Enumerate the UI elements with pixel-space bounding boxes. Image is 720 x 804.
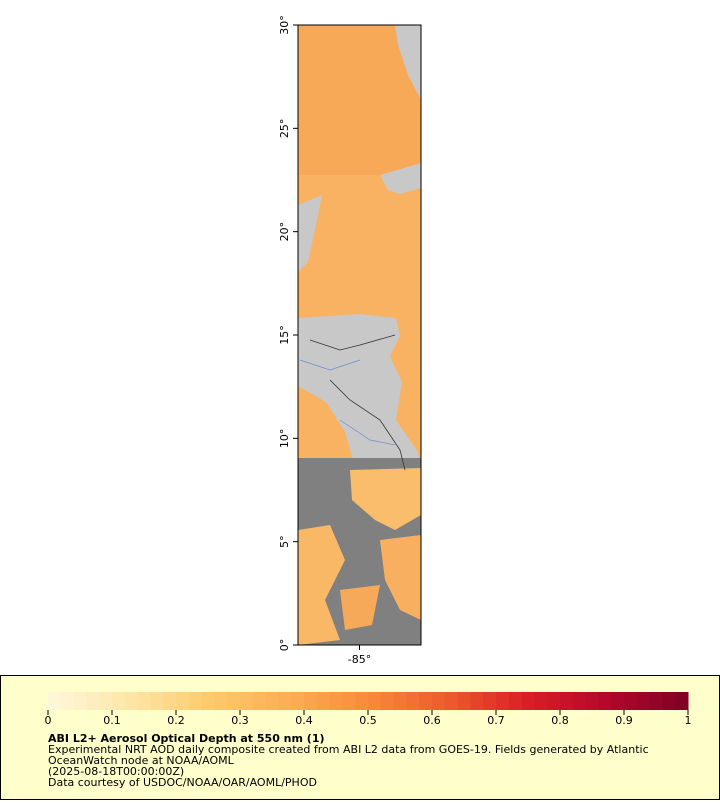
legend-line: (2025-08-18T00:00:00Z) bbox=[48, 765, 184, 778]
aod-field bbox=[340, 585, 380, 630]
colorbar-step bbox=[483, 692, 497, 710]
colorbar-step bbox=[636, 692, 651, 710]
colorbar-step bbox=[547, 692, 561, 710]
aod-field bbox=[350, 468, 421, 530]
land bbox=[395, 25, 421, 100]
colorbar-step bbox=[99, 692, 113, 710]
colorbar-step bbox=[675, 692, 689, 710]
y-tick-label: 0° bbox=[278, 639, 291, 652]
aod-field bbox=[380, 535, 421, 620]
colorbar-step bbox=[329, 692, 343, 710]
colorbar-step bbox=[48, 692, 62, 710]
y-tick-label: 25° bbox=[278, 119, 291, 139]
river bbox=[299, 359, 396, 446]
colorbar-step bbox=[278, 692, 292, 710]
colorbar-step bbox=[534, 692, 548, 710]
colorbar-step bbox=[252, 692, 267, 710]
colorbar-tick-label: 0.7 bbox=[487, 714, 505, 727]
colorbar-step bbox=[124, 692, 139, 710]
colorbar-step bbox=[188, 692, 203, 710]
colorbar-step bbox=[368, 692, 382, 710]
colorbar-step bbox=[444, 692, 459, 710]
y-tick-label: 20° bbox=[278, 222, 291, 242]
colorbar-step bbox=[624, 692, 638, 710]
land bbox=[298, 195, 322, 272]
legend-line: OceanWatch node at NOAA/AOML bbox=[48, 754, 235, 767]
colorbar-tick-label: 0.2 bbox=[167, 714, 185, 727]
colorbar-step bbox=[572, 692, 587, 710]
colorbar-step bbox=[342, 692, 356, 710]
y-tick-label: 10° bbox=[278, 429, 291, 449]
legend-line: Experimental NRT AOD daily composite cre… bbox=[48, 743, 649, 756]
colorbar-step bbox=[521, 692, 535, 710]
border bbox=[309, 334, 406, 471]
colorbar-step bbox=[137, 692, 151, 710]
colorbar-step bbox=[176, 692, 190, 710]
colorbar-step bbox=[649, 692, 663, 710]
colorbar: 0 0.1 0.2 0.3 0.4 0.5 0.6 0.7 0.8 0.9 1 bbox=[45, 692, 692, 727]
colorbar-step bbox=[150, 692, 164, 710]
colorbar-step bbox=[86, 692, 100, 710]
colorbar-step bbox=[304, 692, 318, 710]
colorbar-tick-label: 0.5 bbox=[359, 714, 377, 727]
y-tick-label: 5° bbox=[278, 535, 291, 548]
colorbar-step bbox=[393, 692, 407, 710]
colorbar-step bbox=[355, 692, 369, 710]
colorbar-step bbox=[406, 692, 420, 710]
colorbar-tick-label: 0.9 bbox=[615, 714, 633, 727]
colorbar-step bbox=[662, 692, 676, 710]
colorbar-step bbox=[470, 692, 484, 710]
colorbar-step bbox=[432, 692, 446, 710]
colorbar-step bbox=[585, 692, 599, 710]
land bbox=[298, 314, 421, 470]
legend-title: ABI L2+ Aerosol Optical Depth at 550 nm … bbox=[48, 732, 325, 745]
colorbar-tick-label: 1 bbox=[685, 714, 692, 727]
colorbar-step bbox=[598, 692, 612, 710]
colorbar-step bbox=[214, 692, 228, 710]
colorbar-step bbox=[419, 692, 433, 710]
colorbar-step bbox=[201, 692, 215, 710]
colorbar-tick-label: 0.6 bbox=[423, 714, 441, 727]
colorbar-step bbox=[265, 692, 279, 710]
colorbar-step bbox=[163, 692, 177, 710]
colorbar-tick-label: 0.1 bbox=[103, 714, 121, 727]
y-tick-label: 30° bbox=[278, 15, 291, 35]
colorbar-step bbox=[316, 692, 331, 710]
colorbar-step bbox=[240, 692, 254, 710]
colorbar-step bbox=[291, 692, 305, 710]
colorbar-step bbox=[112, 692, 126, 710]
map-image bbox=[298, 25, 421, 645]
colorbar-step bbox=[611, 692, 625, 710]
aod-field bbox=[298, 525, 345, 645]
colorbar-tick-label: 0.3 bbox=[231, 714, 249, 727]
colorbar-step bbox=[380, 692, 395, 710]
colorbar-tick-label: 0.8 bbox=[551, 714, 569, 727]
map-axes: 0° 5° 10° 15° 20° 25° 30° -85° bbox=[278, 15, 371, 666]
colorbar-step bbox=[227, 692, 241, 710]
colorbar-step bbox=[508, 692, 523, 710]
land bbox=[380, 163, 421, 194]
colorbar-tick-label: 0.4 bbox=[295, 714, 313, 727]
colorbar-step bbox=[496, 692, 510, 710]
x-tick-label: -85° bbox=[348, 653, 371, 666]
colorbar-step bbox=[457, 692, 471, 710]
colorbar-step bbox=[60, 692, 75, 710]
colorbar-tick-label: 0 bbox=[45, 714, 52, 727]
y-tick-label: 15° bbox=[278, 325, 291, 345]
legend-line: Data courtesy of USDOC/NOAA/OAR/AOML/PHO… bbox=[48, 776, 317, 789]
colorbar-step bbox=[73, 692, 87, 710]
colorbar-step bbox=[560, 692, 574, 710]
